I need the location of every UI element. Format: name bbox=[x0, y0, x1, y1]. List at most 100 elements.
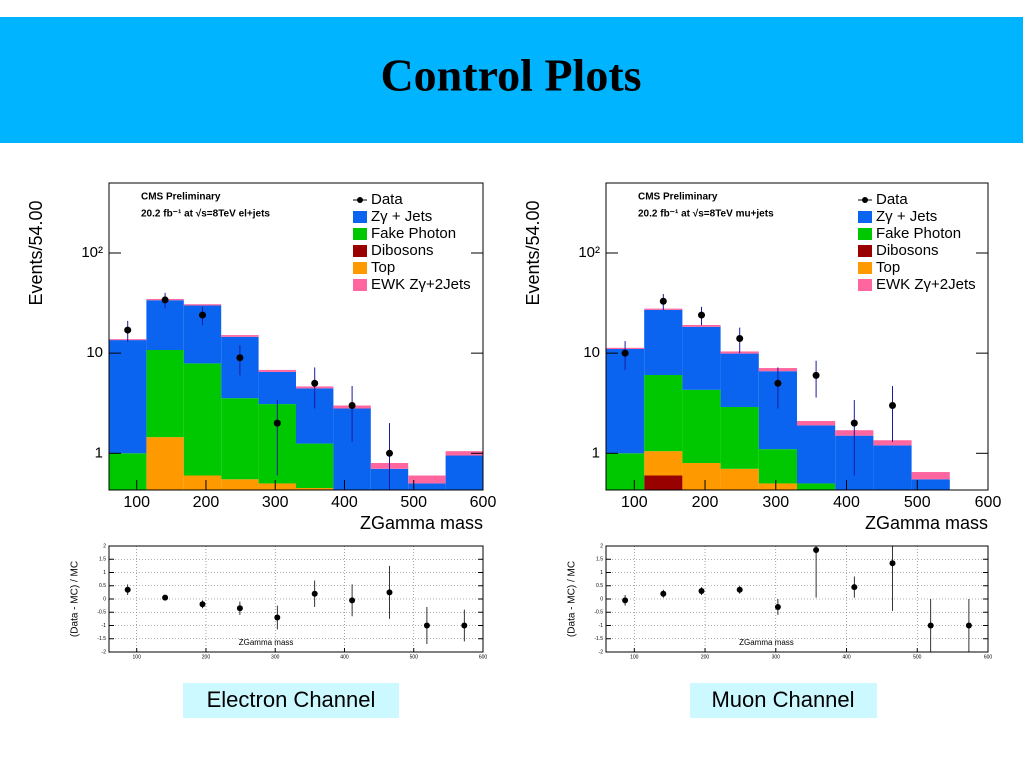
bar-segment bbox=[109, 453, 147, 490]
x-axis-label: ZGamma mass bbox=[360, 513, 483, 533]
data-point bbox=[274, 614, 281, 621]
data-point bbox=[736, 586, 743, 593]
bar-segment bbox=[911, 479, 950, 490]
bar-segment bbox=[797, 483, 836, 490]
bar-segment bbox=[644, 309, 683, 376]
y-tick-label: 10² bbox=[81, 244, 103, 261]
bar-segment bbox=[445, 451, 483, 456]
bar-segment bbox=[258, 369, 296, 372]
data-point bbox=[813, 546, 820, 553]
bar-segment bbox=[221, 479, 259, 490]
data-point bbox=[698, 311, 705, 319]
data-point bbox=[162, 594, 169, 601]
y-tick-label: 0 bbox=[103, 596, 106, 602]
header-band bbox=[0, 17, 1023, 143]
y-tick-label: 0 bbox=[600, 596, 603, 602]
data-point bbox=[199, 601, 206, 608]
data-point bbox=[348, 402, 356, 410]
legend-swatch bbox=[353, 245, 367, 257]
data-point bbox=[889, 560, 896, 567]
plot-frame bbox=[605, 182, 989, 491]
y-tick-label: 0.5 bbox=[99, 583, 106, 589]
y-tick-label: 10 bbox=[583, 344, 600, 361]
x-tick-label: 100 bbox=[123, 494, 150, 511]
bar-segment bbox=[146, 350, 184, 438]
data-point bbox=[236, 605, 243, 612]
legend-swatch bbox=[858, 228, 872, 240]
legend-swatch bbox=[353, 279, 367, 291]
x-tick-label: 200 bbox=[701, 654, 710, 660]
bar-segment bbox=[183, 363, 222, 476]
bar-segment bbox=[146, 300, 184, 351]
caption-box bbox=[690, 683, 877, 718]
data-point bbox=[850, 419, 858, 427]
x-tick-label: 400 bbox=[331, 494, 358, 511]
x-tick-label: 500 bbox=[904, 494, 931, 511]
bar-segment bbox=[221, 398, 259, 480]
bar-segment bbox=[109, 340, 147, 454]
x-tick-label: 300 bbox=[262, 494, 289, 511]
y-tick-label: -1 bbox=[102, 623, 107, 629]
data-point bbox=[311, 590, 318, 597]
plot-frame bbox=[108, 182, 484, 491]
legend-swatch bbox=[357, 197, 363, 203]
bar-segment bbox=[258, 371, 296, 405]
data-point bbox=[461, 622, 468, 629]
legend-label: Fake Photon bbox=[371, 225, 456, 242]
y-tick-label: 1 bbox=[600, 570, 603, 576]
x-tick-label: 500 bbox=[400, 494, 427, 511]
legend-label: Top bbox=[876, 259, 900, 276]
data-point bbox=[311, 379, 319, 387]
bar-segment bbox=[606, 453, 645, 490]
y-tick-label: 1 bbox=[103, 570, 106, 576]
bar-segment bbox=[445, 455, 483, 490]
legend-swatch bbox=[858, 279, 872, 291]
bar-segment bbox=[296, 488, 334, 490]
bar-segment bbox=[183, 475, 222, 490]
x-axis-label: ZGamma mass bbox=[739, 638, 794, 647]
data-point bbox=[927, 622, 934, 629]
x-tick-label: 200 bbox=[193, 494, 220, 511]
y-tick-label: -0.5 bbox=[594, 610, 603, 616]
data-point bbox=[965, 622, 972, 629]
x-tick-label: 200 bbox=[692, 494, 719, 511]
annotation: 20.2 fb⁻¹ at √s=8TeV el+jets bbox=[141, 209, 270, 220]
x-tick-label: 500 bbox=[410, 654, 419, 660]
data-point bbox=[273, 419, 281, 427]
legend-swatch bbox=[858, 245, 872, 257]
bar-segment bbox=[873, 445, 912, 490]
legend-label: Fake Photon bbox=[876, 225, 961, 242]
bar-segment bbox=[644, 451, 683, 476]
y-tick-label: 1.5 bbox=[99, 557, 106, 563]
bar-segment bbox=[797, 425, 836, 484]
bar-segment bbox=[720, 353, 759, 407]
data-point bbox=[851, 584, 858, 591]
bar-segment bbox=[258, 483, 296, 490]
bar-segment bbox=[644, 475, 683, 490]
y-tick-label: 1 bbox=[95, 444, 103, 461]
x-tick-label: 600 bbox=[479, 654, 488, 660]
x-tick-label: 100 bbox=[133, 654, 142, 660]
data-point bbox=[236, 354, 244, 362]
slide-title: Control Plots bbox=[380, 50, 641, 101]
bar-segment bbox=[146, 437, 184, 490]
data-point bbox=[812, 371, 820, 379]
legend-label: Data bbox=[876, 191, 908, 208]
y-tick-label: -0.5 bbox=[97, 610, 106, 616]
x-tick-label: 300 bbox=[762, 494, 789, 511]
y-tick-label: 2 bbox=[600, 543, 603, 549]
data-point bbox=[124, 586, 131, 593]
legend-label: EWK Zγ+2Jets bbox=[371, 276, 471, 293]
legend-swatch bbox=[862, 197, 868, 203]
y-tick-label: 0.5 bbox=[596, 583, 603, 589]
bar-segment bbox=[720, 406, 759, 469]
y-tick-label: -2 bbox=[102, 649, 107, 655]
legend-label: Data bbox=[371, 191, 403, 208]
legend-label: Zγ + Jets bbox=[371, 208, 432, 225]
legend-label: Zγ + Jets bbox=[876, 208, 937, 225]
y-tick-label: -1 bbox=[599, 623, 604, 629]
legend-label: Top bbox=[371, 259, 395, 276]
data-point bbox=[386, 589, 393, 596]
data-point bbox=[736, 335, 744, 343]
